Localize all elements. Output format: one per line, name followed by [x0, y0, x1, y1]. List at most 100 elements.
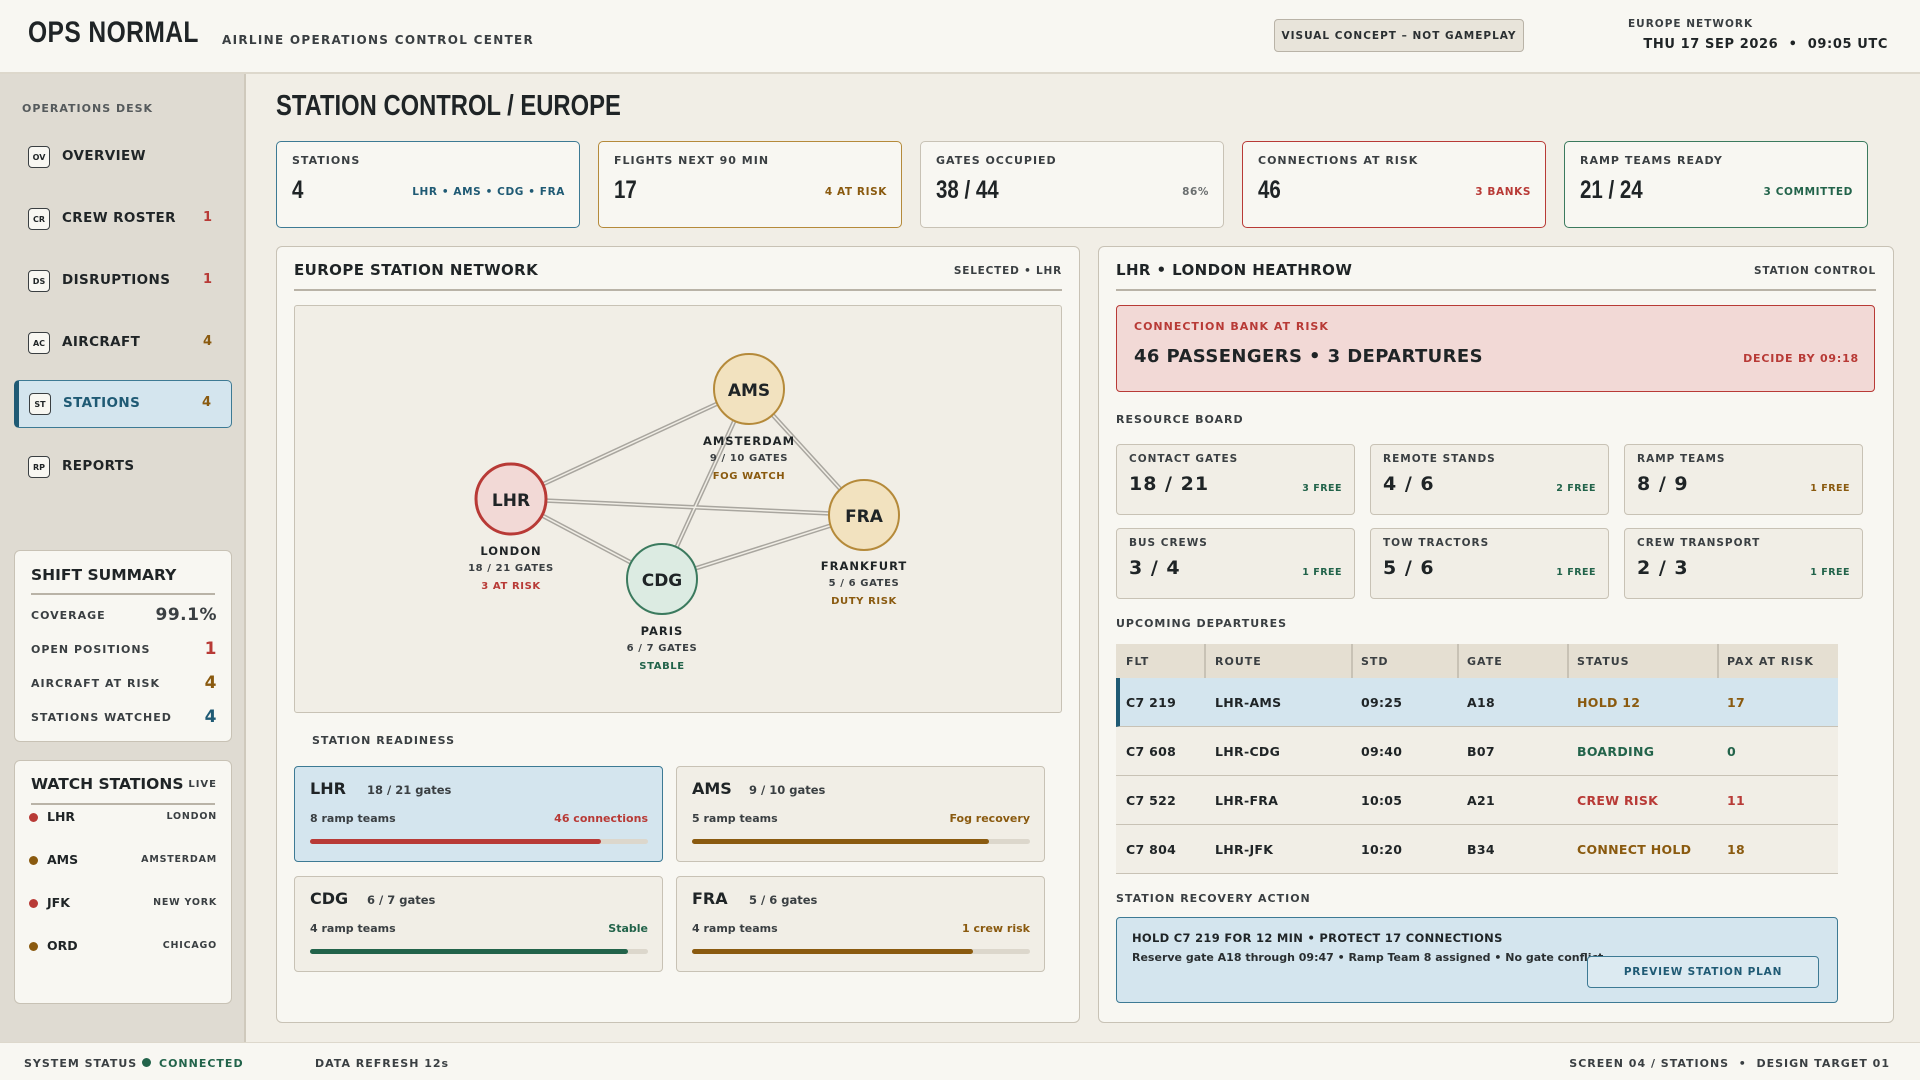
- summary-row-open-positions: OPEN POSITIONS 1: [31, 639, 217, 659]
- system-status-value: CONNECTED: [159, 1057, 244, 1070]
- page-title: STATION CONTROL / EUROPE: [276, 90, 621, 122]
- readiness-bar-fill: [692, 839, 990, 844]
- sidebar-item-disruptions[interactable]: DS DISRUPTIONS 1: [14, 257, 232, 305]
- resource-free: 1 FREE: [1810, 567, 1850, 578]
- station-label-cdg: PARIS 6 / 7 GATES STABLE: [582, 622, 742, 676]
- readiness-card-lhr[interactable]: LHR 18 / 21 gates 8 ramp teams 46 connec…: [294, 766, 663, 862]
- resource-label: TOW TRACTORS: [1383, 537, 1490, 549]
- network-label: EUROPE NETWORK: [1628, 18, 1754, 30]
- watch-station-city: NEW YORK: [153, 897, 217, 908]
- readiness-bar: [310, 949, 648, 954]
- kpi-value: 21 / 24: [1580, 176, 1643, 204]
- table-row[interactable]: C7 219 LHR-AMS 09:25 A18 HOLD 12 17: [1116, 678, 1838, 727]
- kpi-label: GATES OCCUPIED: [936, 154, 1057, 167]
- station-node-ams[interactable]: AMS: [713, 353, 785, 425]
- station-node-fra[interactable]: FRA: [828, 479, 900, 551]
- station-status: 3 AT RISK: [481, 581, 541, 592]
- sidebar-item-count: 1: [202, 210, 212, 225]
- shift-summary-title: SHIFT SUMMARY: [31, 566, 177, 584]
- summary-value: 4: [204, 707, 217, 727]
- sidebar-item-aircraft[interactable]: AC AIRCRAFT 4: [14, 319, 232, 367]
- resource-bus-crews: BUS CREWS 3 / 4 1 FREE: [1116, 528, 1355, 599]
- summary-label: STATIONS WATCHED: [31, 711, 172, 724]
- screen-label: SCREEN 04 / STATIONS • DESIGN TARGET 01: [1569, 1057, 1890, 1070]
- summary-row-stations-watched: STATIONS WATCHED 4: [31, 707, 217, 727]
- sidebar-item-crew-roster[interactable]: CR CREW ROSTER 1: [14, 195, 232, 243]
- station-detail-panel: LHR • LONDON HEATHROW STATION CONTROL CO…: [1098, 246, 1894, 1023]
- readiness-note: Stable: [608, 922, 648, 935]
- summary-label: COVERAGE: [31, 609, 106, 622]
- readiness-code: FRA: [692, 889, 728, 908]
- node-circle: [474, 462, 548, 536]
- cell-status: BOARDING: [1577, 744, 1655, 759]
- summary-value: 4: [204, 673, 217, 693]
- resource-value: 2 / 3: [1637, 557, 1689, 579]
- readiness-bar: [310, 839, 648, 844]
- preview-station-plan-button[interactable]: PREVIEW STATION PLAN: [1587, 956, 1819, 988]
- readiness-gates: 9 / 10 gates: [749, 783, 826, 797]
- watch-station-city: CHICAGO: [162, 940, 217, 951]
- readiness-bar-fill: [692, 949, 973, 954]
- kpi-value: 38 / 44: [936, 176, 999, 204]
- live-badge: LIVE: [188, 779, 217, 790]
- crew-roster-icon: CR: [28, 208, 50, 230]
- table-row[interactable]: C7 804 LHR-JFK 10:20 B34 CONNECT HOLD 18: [1116, 825, 1838, 874]
- col-status: STATUS: [1577, 655, 1630, 668]
- watch-station-code: LHR: [47, 809, 76, 824]
- reports-icon: RP: [28, 456, 50, 478]
- sidebar-item-overview[interactable]: OV OVERVIEW: [14, 133, 232, 181]
- sidebar-item-label: DISRUPTIONS: [62, 272, 171, 288]
- resource-free: 1 FREE: [1810, 483, 1850, 494]
- connection-alert: CONNECTION BANK AT RISK 46 PASSENGERS • …: [1116, 305, 1875, 392]
- network-title: EUROPE STATION NETWORK: [294, 261, 539, 279]
- table-row[interactable]: C7 608 LHR-CDG 09:40 B07 BOARDING 0: [1116, 727, 1838, 776]
- cell-pax: 18: [1727, 842, 1745, 857]
- col-divider: [1351, 644, 1353, 678]
- watch-stations-card: WATCH STATIONS LIVE LHR LONDON AMS AMSTE…: [14, 760, 232, 1004]
- system-status-label: SYSTEM STATUS: [24, 1057, 138, 1070]
- cell-pax: 17: [1727, 695, 1745, 710]
- resource-label: CREW TRANSPORT: [1637, 537, 1761, 549]
- station-label-lhr: LONDON 18 / 21 GATES 3 AT RISK: [431, 542, 591, 596]
- route-center-lhr-fra: [510, 498, 865, 516]
- readiness-bar-fill: [310, 949, 628, 954]
- station-node-lhr[interactable]: LHR: [474, 462, 548, 536]
- app-logo: OPS NORMAL: [28, 16, 199, 49]
- station-node-cdg[interactable]: CDG: [626, 543, 698, 615]
- sidebar-item-stations[interactable]: ST STATIONS 4: [14, 380, 232, 428]
- stations-icon: ST: [29, 393, 51, 415]
- readiness-gates: 6 / 7 gates: [367, 893, 436, 907]
- station-gates: 9 / 10 GATES: [709, 453, 789, 464]
- cell-route: LHR-CDG: [1215, 744, 1281, 759]
- resource-value: 5 / 6: [1383, 557, 1435, 579]
- route-center-lhr-ams: [510, 388, 750, 500]
- alert-deadline: DECIDE BY 09:18: [1743, 352, 1859, 365]
- alert-label: CONNECTION BANK AT RISK: [1134, 320, 1329, 333]
- kpi-sub: LHR • AMS • CDG • FRA: [412, 186, 565, 198]
- col-divider: [1457, 644, 1459, 678]
- network-selected-tag: SELECTED • LHR: [953, 265, 1062, 277]
- sidebar-item-reports[interactable]: RP REPORTS: [14, 443, 232, 491]
- divider: [31, 593, 215, 595]
- resource-free: 3 FREE: [1302, 483, 1342, 494]
- readiness-card-cdg[interactable]: CDG 6 / 7 gates 4 ramp teams Stable: [294, 876, 663, 972]
- node-circle: [626, 543, 698, 615]
- status-dot-icon: [29, 899, 38, 908]
- readiness-card-fra[interactable]: FRA 5 / 6 gates 4 ramp teams 1 crew risk: [676, 876, 1045, 972]
- cell-status: HOLD 12: [1577, 695, 1641, 710]
- readiness-code: CDG: [310, 889, 349, 908]
- sidebar-item-label: CREW ROSTER: [62, 210, 176, 226]
- resource-label: RAMP TEAMS: [1637, 453, 1726, 465]
- resource-remote-stands: REMOTE STANDS 4 / 6 2 FREE: [1370, 444, 1609, 515]
- readiness-teams: 4 ramp teams: [692, 922, 778, 935]
- station-gates: 5 / 6 GATES: [828, 578, 900, 589]
- kpi-value: 17: [614, 176, 637, 204]
- resource-label: REMOTE STANDS: [1383, 453, 1496, 465]
- summary-row-coverage: COVERAGE 99.1%: [31, 605, 217, 625]
- station-control-tag: STATION CONTROL: [1754, 265, 1876, 277]
- resource-label: CONTACT GATES: [1129, 453, 1239, 465]
- table-row[interactable]: C7 522 LHR-FRA 10:05 A21 CREW RISK 11: [1116, 776, 1838, 825]
- readiness-card-ams[interactable]: AMS 9 / 10 gates 5 ramp teams Fog recove…: [676, 766, 1045, 862]
- cell-status: CREW RISK: [1577, 793, 1659, 808]
- sidebar-item-count: 4: [202, 334, 212, 349]
